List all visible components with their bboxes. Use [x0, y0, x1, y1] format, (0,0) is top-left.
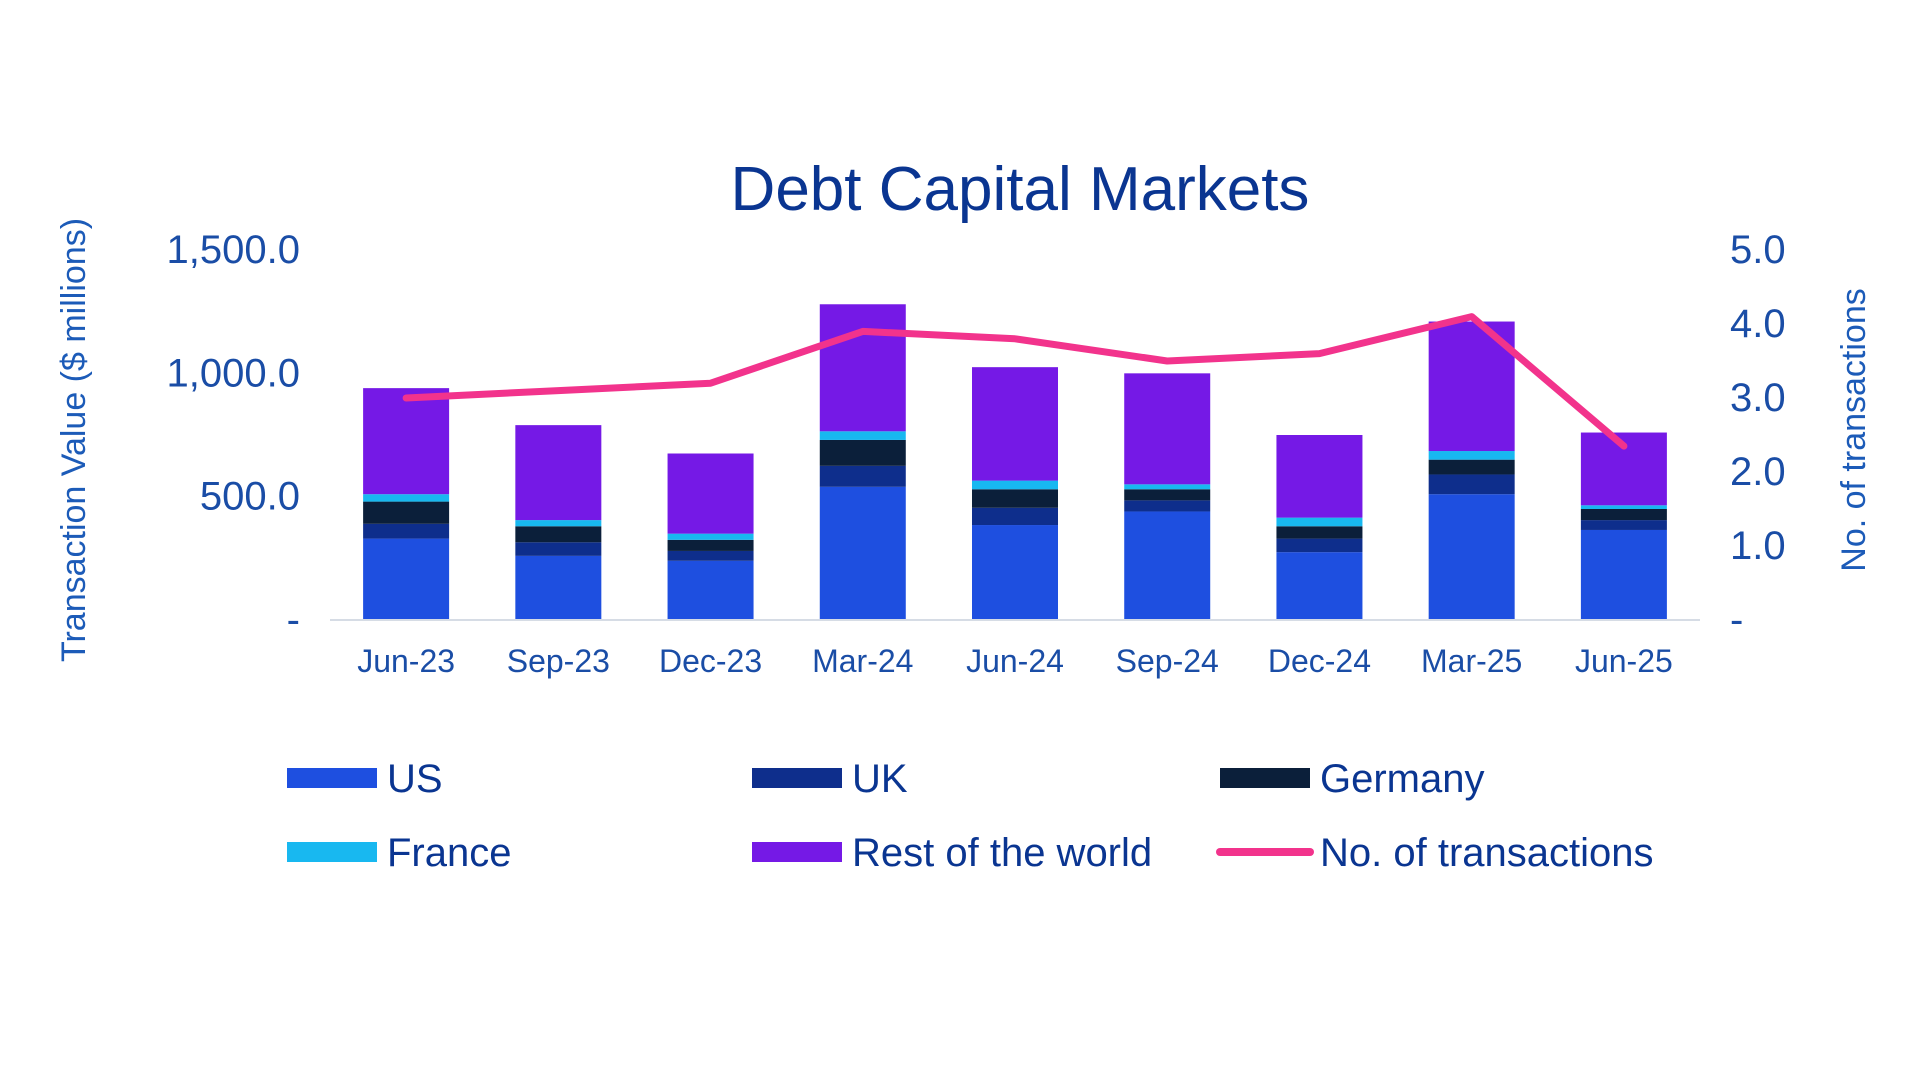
bar-france — [819, 431, 906, 440]
legend-label-us: US — [387, 757, 443, 801]
y2-tick-label: 2.0 — [1730, 450, 1786, 494]
y-axis-label: Transaction Value ($ millions) — [55, 218, 93, 662]
bar-germany — [1124, 489, 1211, 501]
y2-tick-label: 1.0 — [1730, 524, 1786, 568]
x-tick-label: Dec-23 — [659, 643, 762, 679]
legend: US UK Germany France Rest of the world No. of… — [287, 757, 1654, 875]
bar-uk — [1428, 474, 1515, 495]
x-tick-label: Jun-25 — [1575, 643, 1673, 679]
bar-us — [1428, 494, 1515, 620]
legend-swatch-rest-of-the-world — [752, 842, 842, 862]
bar-rest-of-the-world — [667, 453, 754, 534]
bar-germany — [1428, 459, 1515, 475]
bar-germany — [1580, 509, 1667, 521]
y2-tick-label: - — [1730, 598, 1743, 642]
legend-swatch-france — [287, 842, 377, 862]
bar-germany — [972, 489, 1058, 508]
x-tick-label: Jun-24 — [966, 643, 1064, 679]
y-axis-ticks: - 500.0 1,000.0 1,500.0 — [167, 228, 300, 642]
bar-series-group — [363, 304, 1667, 620]
bar-germany — [819, 439, 906, 466]
bar-uk — [515, 542, 602, 556]
legend-swatch-germany — [1220, 768, 1310, 788]
x-tick-label: Dec-24 — [1268, 643, 1371, 679]
bar-germany — [515, 526, 602, 543]
y2-tick-label: 5.0 — [1730, 228, 1786, 272]
y2-tick-label: 4.0 — [1730, 302, 1786, 346]
line-series-group — [402, 313, 1628, 450]
bar-germany — [1276, 526, 1363, 539]
bar-uk — [1580, 520, 1667, 530]
bar-us — [819, 486, 906, 620]
y2-axis-ticks: - 1.0 2.0 3.0 4.0 5.0 — [1730, 228, 1786, 642]
legend-swatch-us — [287, 768, 377, 788]
bar-france — [363, 494, 450, 502]
bar-uk — [667, 550, 754, 561]
bar-rest-of-the-world — [363, 388, 450, 495]
bar-rest-of-the-world — [819, 304, 906, 432]
legend-swatch-uk — [752, 768, 842, 788]
bar-uk — [363, 523, 450, 539]
x-tick-label: Sep-24 — [1116, 643, 1219, 679]
bar-uk — [819, 465, 906, 487]
bar-us — [972, 525, 1058, 620]
y-tick-label: - — [287, 598, 300, 642]
y-tick-label: 500.0 — [200, 475, 300, 519]
bar-france — [1276, 517, 1363, 527]
legend-label-uk: UK — [852, 757, 908, 801]
bar-uk — [1124, 500, 1211, 512]
x-tick-label: Mar-25 — [1421, 643, 1522, 679]
bar-uk — [1276, 538, 1363, 553]
bar-uk — [972, 507, 1058, 526]
y2-axis-label: No. of transactions — [1835, 288, 1873, 571]
bar-us — [1124, 511, 1211, 620]
bar-france — [667, 533, 754, 540]
line-no-of-transactions — [402, 313, 1628, 450]
bar-france — [1124, 484, 1211, 490]
bar-france — [1428, 451, 1515, 460]
bar-rest-of-the-world — [972, 367, 1058, 481]
legend-label-no-of-transactions: No. of transactions — [1320, 831, 1654, 875]
legend-label-france: France — [387, 831, 512, 875]
bar-us — [515, 555, 602, 620]
bar-us — [1580, 529, 1667, 620]
x-tick-label: Jun-23 — [357, 643, 455, 679]
bar-france — [1580, 505, 1667, 509]
bar-us — [363, 538, 450, 620]
y-tick-label: 1,000.0 — [167, 351, 300, 395]
bar-rest-of-the-world — [1124, 373, 1211, 485]
bar-germany — [363, 501, 450, 524]
y-tick-label: 1,500.0 — [167, 228, 300, 272]
bar-france — [972, 480, 1058, 490]
bar-rest-of-the-world — [1276, 435, 1363, 518]
x-tick-label: Mar-24 — [812, 643, 913, 679]
y2-tick-label: 3.0 — [1730, 376, 1786, 420]
x-axis-ticks: Jun-23 Sep-23 Dec-23 Mar-24 Jun-24 Sep-24 Dec-… — [357, 643, 1673, 679]
chart-title: Debt Capital Markets — [731, 155, 1310, 224]
x-tick-label: Sep-23 — [507, 643, 610, 679]
bar-us — [1276, 552, 1363, 620]
bar-rest-of-the-world — [515, 425, 602, 521]
legend-label-germany: Germany — [1320, 757, 1485, 801]
legend-label-rest-of-the-world: Rest of the world — [852, 831, 1152, 875]
bar-us — [667, 560, 754, 620]
bar-germany — [667, 539, 754, 551]
bar-france — [515, 520, 602, 527]
